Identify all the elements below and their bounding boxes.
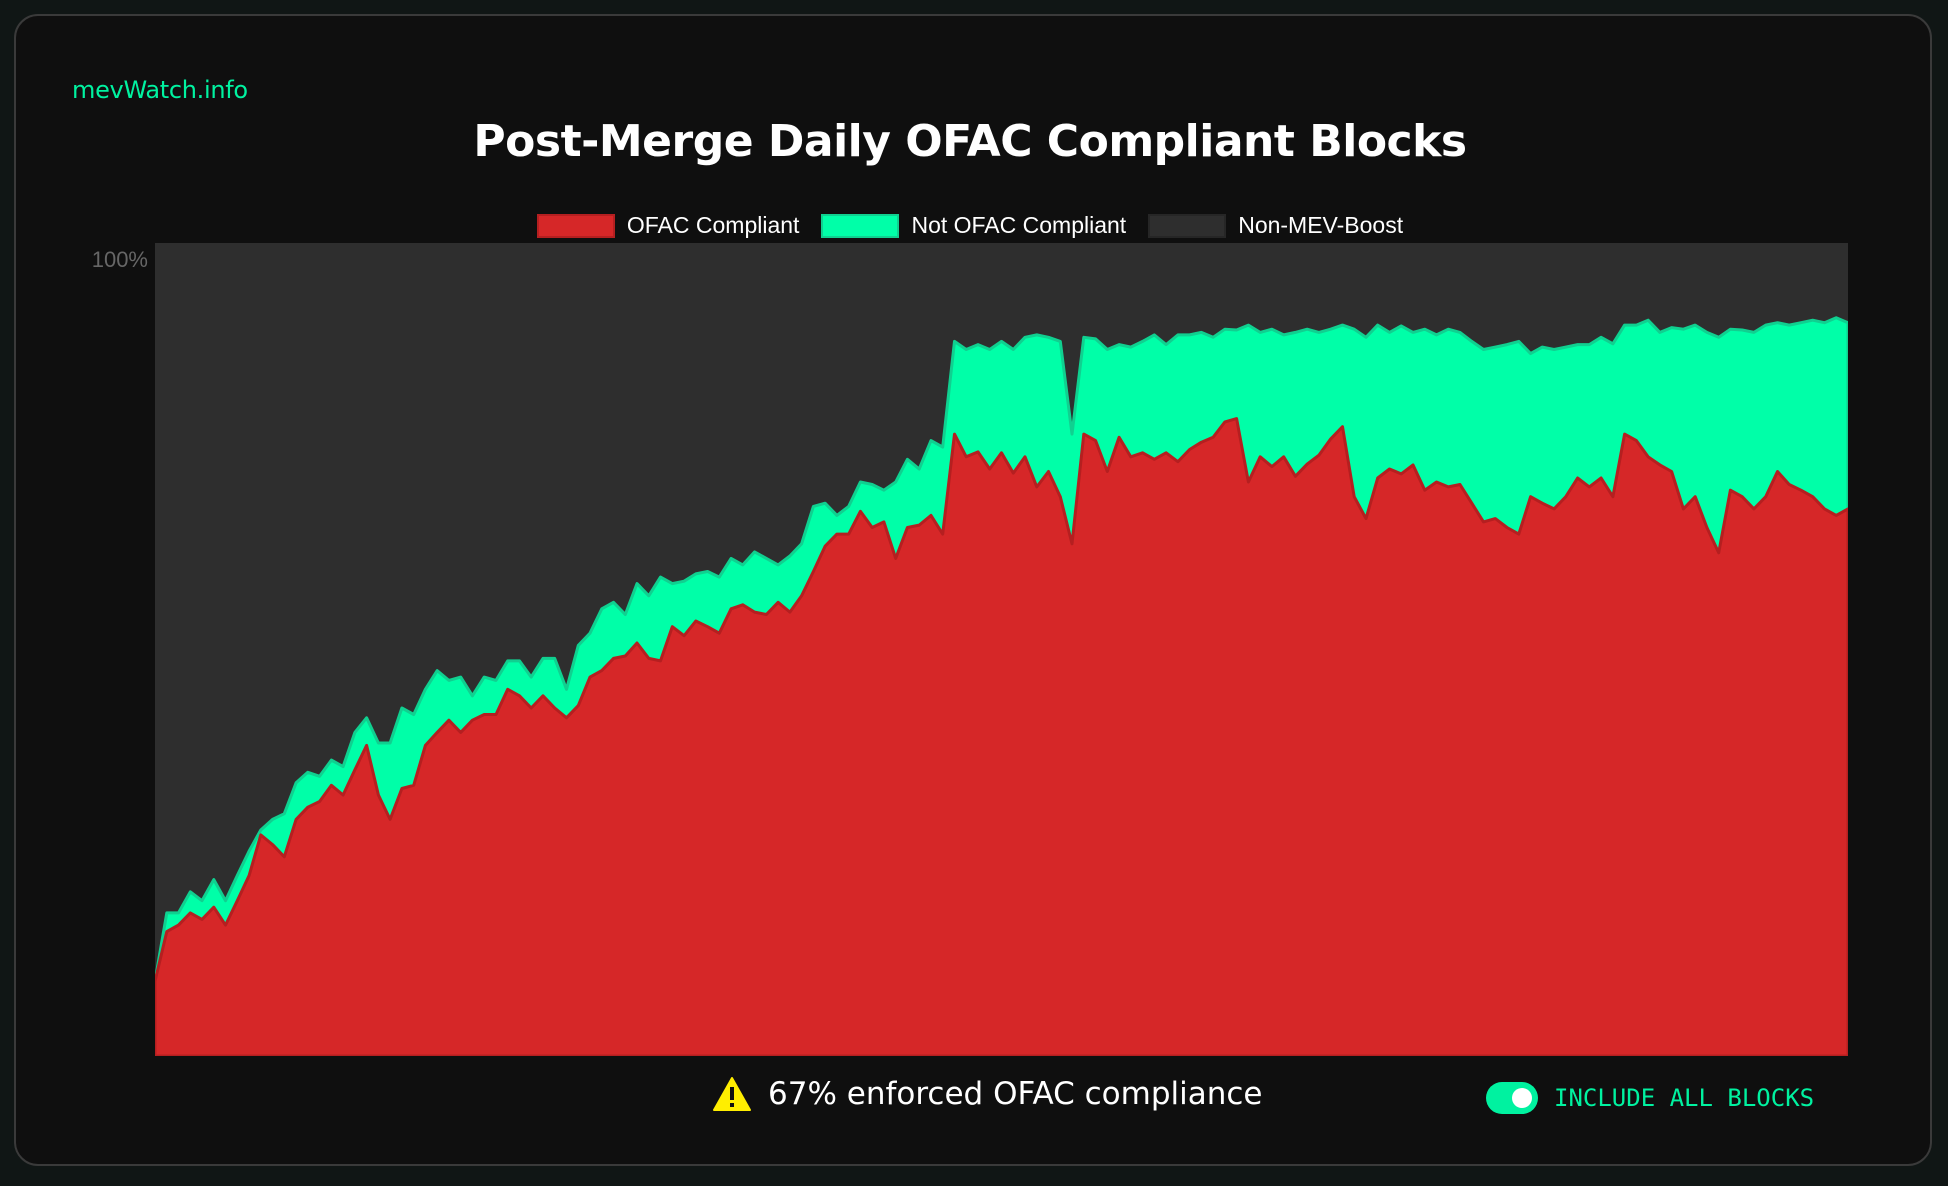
chart-title: Post-Merge Daily OFAC Compliant Blocks	[473, 116, 1467, 167]
toggle-label[interactable]: INCLUDE ALL BLOCKS	[1554, 1084, 1815, 1112]
compliance-note: 67% enforced OFAC compliance	[712, 1076, 1263, 1112]
legend-swatch-not-ofac	[821, 213, 900, 238]
toggle-switch[interactable]	[1486, 1082, 1538, 1114]
legend-label-non-mev: Non-MEV-Boost	[1238, 212, 1404, 238]
legend-swatch-non-mev	[1148, 213, 1227, 238]
legend-item-not-ofac[interactable]: Not OFAC Compliant	[821, 212, 1126, 239]
compliance-note-text: 67% enforced OFAC compliance	[768, 1076, 1263, 1112]
legend-label-not-ofac: Not OFAC Compliant	[911, 212, 1127, 238]
legend-swatch-ofac	[536, 213, 615, 238]
include-all-blocks-toggle[interactable]: INCLUDE ALL BLOCKS	[1486, 1082, 1814, 1114]
chart-legend: OFAC Compliant Not OFAC Compliant Non-ME…	[16, 212, 1924, 239]
legend-item-ofac[interactable]: OFAC Compliant	[536, 212, 800, 239]
chart-plot-area	[155, 243, 1848, 1056]
area-ofac-compliant	[155, 417, 1848, 1056]
legend-item-non-mev[interactable]: Non-MEV-Boost	[1148, 212, 1403, 239]
brand-logo[interactable]: mevWatch.info	[72, 76, 248, 104]
y-tick-label-100: 100%	[91, 247, 148, 272]
warning-triangle-icon	[713, 1077, 751, 1111]
legend-label-ofac: OFAC Compliant	[626, 212, 800, 238]
toggle-knob	[1512, 1088, 1532, 1108]
